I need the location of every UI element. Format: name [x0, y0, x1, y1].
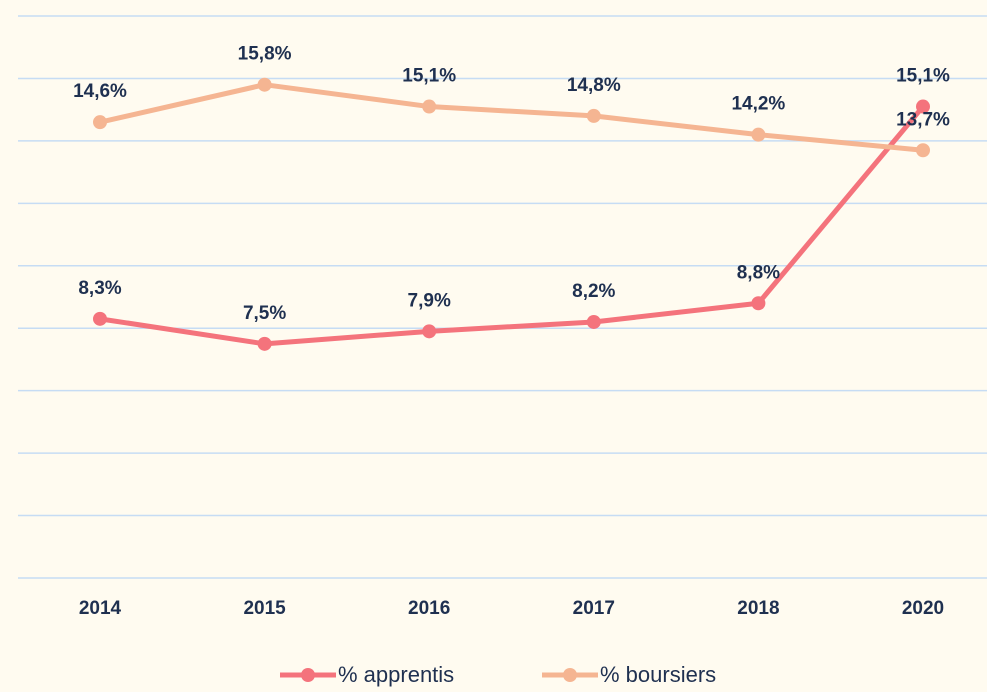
point [586, 108, 601, 123]
data-label: 13,7% [896, 109, 950, 130]
data-label: 8,8% [737, 262, 780, 283]
point [93, 311, 107, 326]
x-tick-label: 2018 [737, 598, 779, 619]
data-label: 7,5% [243, 303, 286, 324]
point [257, 77, 272, 92]
x-tick-label: 2016 [408, 598, 450, 619]
x-tick-label: 2014 [79, 598, 122, 619]
x-tick-label: 2020 [902, 598, 944, 619]
legend-marker [563, 668, 577, 682]
point [257, 336, 272, 351]
data-label: 8,3% [78, 278, 121, 299]
legend-label: % apprentis [338, 662, 454, 687]
data-label: 15,8% [238, 44, 292, 65]
series-line [99, 104, 925, 347]
point [751, 296, 766, 311]
legend-label: % boursiers [600, 662, 716, 687]
point [93, 115, 107, 130]
data-label: 14,2% [731, 94, 785, 115]
data-label: 7,9% [408, 290, 451, 311]
data-label: 15,1% [896, 66, 950, 87]
point [916, 99, 930, 114]
data-label: 14,6% [73, 81, 127, 102]
data-label: 8,2% [572, 281, 615, 302]
x-tick-label: 2015 [243, 598, 286, 619]
data-label: 14,8% [567, 75, 621, 96]
point [916, 143, 930, 158]
point [422, 99, 437, 114]
series-line [99, 82, 924, 153]
legend-marker [301, 668, 315, 682]
data-label: 15,1% [402, 66, 456, 87]
point [422, 324, 437, 339]
point [751, 127, 766, 142]
x-tick-label: 2017 [573, 598, 615, 619]
point [586, 314, 601, 329]
